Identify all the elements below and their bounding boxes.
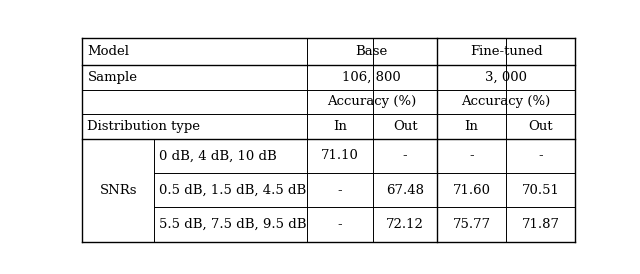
Text: -: - xyxy=(337,184,342,197)
Text: -: - xyxy=(469,149,474,162)
Text: 0.5 dB, 1.5 dB, 4.5 dB: 0.5 dB, 1.5 dB, 4.5 dB xyxy=(159,184,306,197)
Text: -: - xyxy=(337,218,342,231)
Text: 0 dB, 4 dB, 10 dB: 0 dB, 4 dB, 10 dB xyxy=(159,149,276,162)
Text: 106, 800: 106, 800 xyxy=(342,71,401,84)
Text: 5.5 dB, 7.5 dB, 9.5 dB: 5.5 dB, 7.5 dB, 9.5 dB xyxy=(159,218,307,231)
Text: -: - xyxy=(403,149,408,162)
Text: Fine-tuned: Fine-tuned xyxy=(470,45,542,58)
Text: Base: Base xyxy=(356,45,388,58)
Text: Out: Out xyxy=(393,120,417,133)
Text: Distribution type: Distribution type xyxy=(88,120,200,133)
Text: 3, 000: 3, 000 xyxy=(485,71,527,84)
Text: In: In xyxy=(465,120,479,133)
Text: SNRs: SNRs xyxy=(99,184,137,197)
Text: 71.60: 71.60 xyxy=(452,184,491,197)
Text: 75.77: 75.77 xyxy=(452,218,491,231)
Text: 72.12: 72.12 xyxy=(386,218,424,231)
Text: Out: Out xyxy=(528,120,553,133)
Text: 71.10: 71.10 xyxy=(321,149,359,162)
Text: 67.48: 67.48 xyxy=(386,184,424,197)
Text: 71.87: 71.87 xyxy=(522,218,559,231)
Text: Model: Model xyxy=(88,45,129,58)
Text: Accuracy (%): Accuracy (%) xyxy=(327,95,417,109)
Text: 70.51: 70.51 xyxy=(522,184,559,197)
Text: In: In xyxy=(333,120,347,133)
Text: Accuracy (%): Accuracy (%) xyxy=(461,95,550,109)
Text: Sample: Sample xyxy=(88,71,138,84)
Text: -: - xyxy=(538,149,543,162)
